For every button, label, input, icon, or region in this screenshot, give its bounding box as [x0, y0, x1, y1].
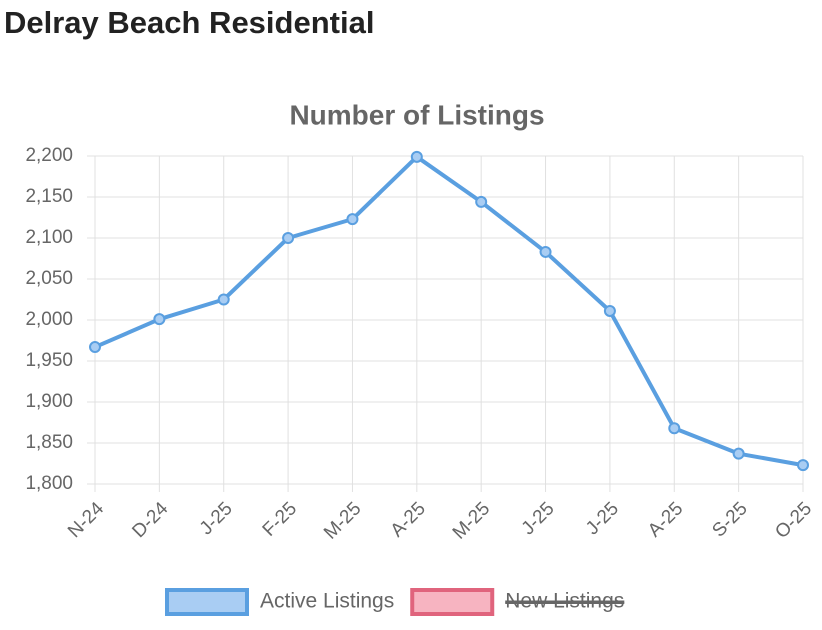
point — [217, 293, 230, 306]
y-tick-label: 1,950 — [25, 350, 73, 371]
x-tick-label: F-25 — [259, 498, 301, 540]
line — [94, 154, 804, 468]
x-tick-label: M-25 — [449, 498, 494, 543]
legend-swatch — [165, 588, 249, 616]
point — [282, 232, 295, 244]
x-tick-label: J-25 — [582, 498, 623, 539]
legend-label: New Listings — [505, 590, 624, 613]
point — [346, 213, 359, 226]
point — [153, 313, 166, 326]
y-tick-label: 2,000 — [25, 309, 73, 330]
x-tick-label: A-25 — [387, 498, 430, 541]
legend-label: Active Listings — [260, 590, 394, 613]
x-tick-label: J-25 — [196, 498, 237, 539]
legend-swatch — [410, 588, 495, 616]
point — [603, 304, 616, 317]
y-tick-label: 2,100 — [25, 227, 73, 248]
x-tick-label: S-25 — [708, 498, 751, 541]
page-title: Delray Beach Residential — [4, 5, 374, 40]
point — [732, 447, 745, 460]
point — [410, 150, 423, 163]
point — [475, 195, 488, 208]
point — [668, 422, 681, 435]
x-tick-label: D-24 — [128, 498, 172, 542]
y-tick-label: 2,150 — [25, 186, 73, 207]
y-tick-label: 1,850 — [25, 432, 73, 453]
point — [797, 459, 809, 472]
x-tick-label: N-24 — [64, 498, 108, 542]
point — [539, 245, 552, 258]
y-tick-label: 1,900 — [25, 391, 73, 412]
x-tick-label: A-25 — [644, 498, 687, 541]
y-tick-label: 2,200 — [25, 145, 73, 166]
y-tick-label: 1,800 — [25, 473, 73, 494]
x-tick-label: O-25 — [771, 498, 816, 543]
x-tick-label: M-25 — [320, 498, 365, 543]
x-tick-label: J-25 — [518, 498, 559, 539]
point — [89, 341, 101, 354]
chart-title: Number of Listings — [289, 99, 544, 130]
y-tick-label: 2,050 — [25, 268, 73, 289]
